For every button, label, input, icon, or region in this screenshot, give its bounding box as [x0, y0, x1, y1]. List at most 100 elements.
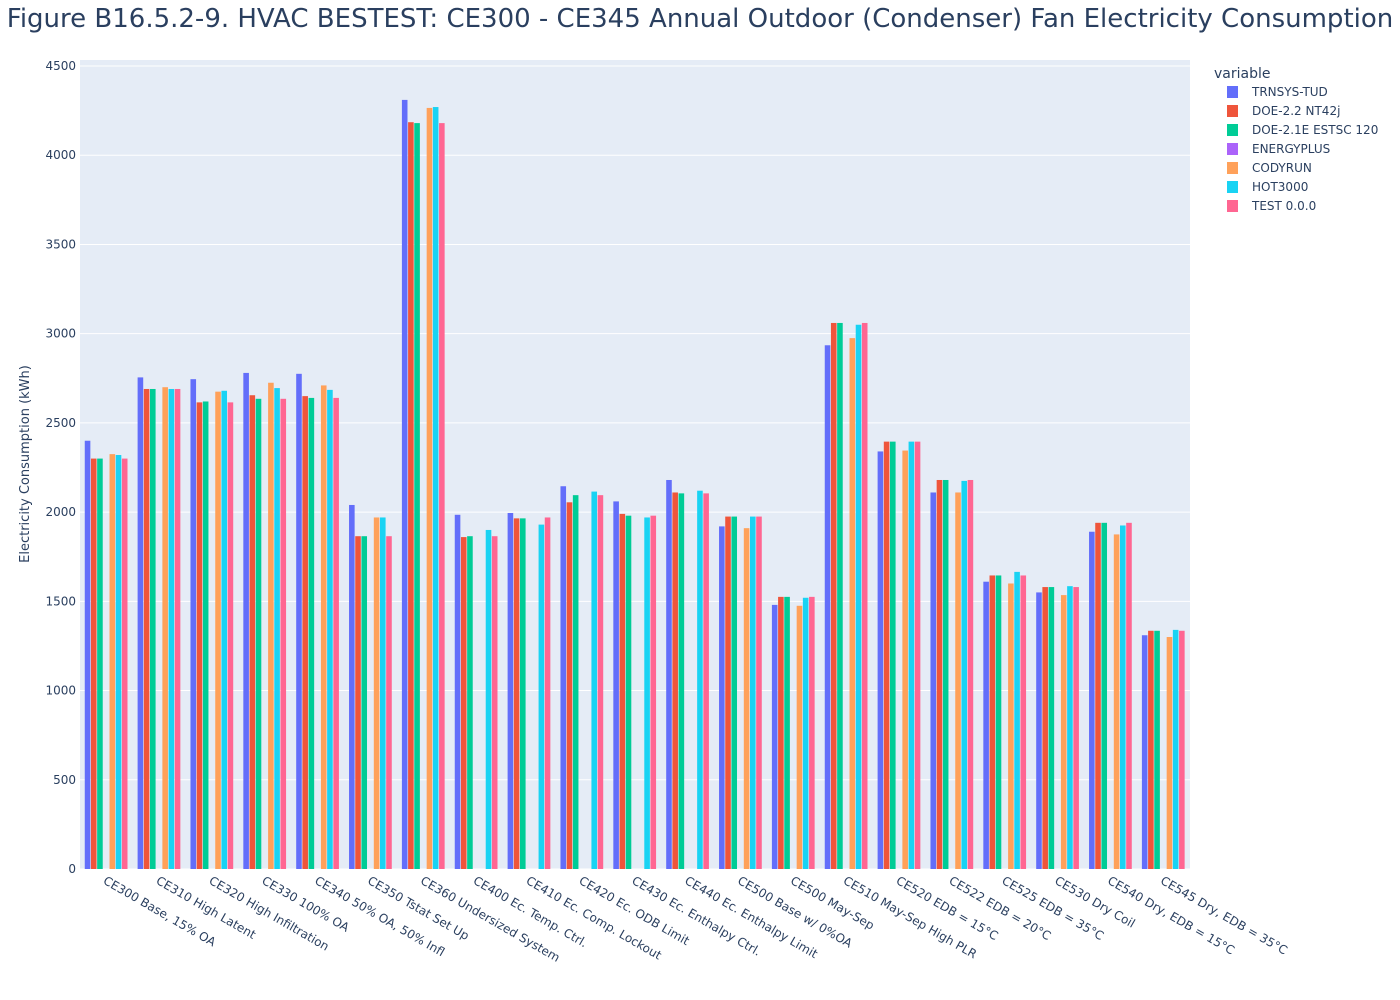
bar[interactable]: [955, 492, 961, 869]
legend-entry[interactable]: TRNSYS-TUD: [1251, 85, 1328, 99]
legend-swatch[interactable]: [1227, 124, 1238, 136]
bar[interactable]: [1172, 629, 1179, 869]
bar[interactable]: [308, 397, 315, 869]
bar[interactable]: [849, 338, 856, 869]
bar[interactable]: [162, 387, 168, 869]
bar[interactable]: [544, 517, 551, 869]
legend-swatch[interactable]: [1227, 86, 1238, 98]
bar[interactable]: [936, 479, 943, 869]
bar[interactable]: [255, 398, 262, 869]
bar[interactable]: [221, 390, 228, 869]
bar[interactable]: [566, 502, 573, 869]
legend-swatch[interactable]: [1227, 105, 1238, 117]
bar[interactable]: [1179, 630, 1185, 869]
bar[interactable]: [1166, 637, 1173, 869]
bar[interactable]: [84, 440, 91, 869]
bar[interactable]: [1148, 630, 1154, 869]
legend-entry[interactable]: CODYRUN: [1252, 161, 1312, 175]
bar[interactable]: [373, 517, 380, 869]
bar[interactable]: [967, 479, 974, 869]
bar[interactable]: [597, 495, 604, 869]
bar[interactable]: [491, 536, 498, 869]
bar[interactable]: [150, 388, 156, 869]
bar[interactable]: [756, 516, 762, 869]
legend-entry[interactable]: ENERGYPLUS: [1252, 142, 1330, 156]
bar[interactable]: [190, 379, 197, 869]
bar[interactable]: [771, 604, 778, 869]
legend-swatch[interactable]: [1227, 143, 1238, 155]
bar[interactable]: [143, 388, 150, 869]
bar[interactable]: [784, 596, 790, 869]
legend-swatch[interactable]: [1227, 200, 1238, 212]
bar[interactable]: [672, 492, 678, 869]
legend-entry[interactable]: HOT3000: [1252, 180, 1308, 194]
bar[interactable]: [796, 605, 803, 869]
bar[interactable]: [619, 513, 626, 869]
bar[interactable]: [1120, 525, 1126, 869]
bar[interactable]: [454, 514, 461, 869]
bar[interactable]: [861, 322, 868, 870]
bar[interactable]: [414, 123, 420, 870]
bar[interactable]: [883, 441, 890, 869]
bar[interactable]: [274, 388, 280, 869]
bar[interactable]: [513, 518, 520, 869]
bar[interactable]: [902, 450, 908, 869]
bar[interactable]: [778, 596, 784, 869]
bar[interactable]: [386, 536, 392, 869]
legend[interactable]: variable TRNSYS-TUD DOE-2.2 NT42j DOE-2.1E…: [1214, 66, 1378, 213]
bar[interactable]: [1042, 587, 1048, 869]
bar[interactable]: [802, 597, 809, 869]
bar[interactable]: [168, 388, 175, 869]
bar[interactable]: [1036, 592, 1042, 869]
bar[interactable]: [837, 322, 843, 870]
bar[interactable]: [644, 517, 650, 869]
legend-entry[interactable]: DOE-2.1E ESTSC 120: [1252, 123, 1378, 137]
bar[interactable]: [1067, 586, 1073, 869]
bar[interactable]: [1014, 571, 1020, 869]
bar[interactable]: [1101, 522, 1108, 869]
bar[interactable]: [1020, 575, 1027, 869]
bar[interactable]: [97, 458, 103, 869]
bar[interactable]: [572, 495, 579, 869]
bar[interactable]: [983, 581, 989, 869]
bar[interactable]: [137, 377, 144, 869]
bar[interactable]: [613, 501, 619, 869]
bar[interactable]: [877, 451, 884, 869]
bar[interactable]: [507, 513, 514, 869]
bar[interactable]: [349, 504, 355, 869]
bar[interactable]: [703, 493, 709, 869]
bar[interactable]: [591, 491, 598, 869]
bar[interactable]: [719, 526, 725, 869]
bar[interactable]: [174, 388, 181, 869]
bar[interactable]: [296, 373, 302, 869]
bar[interactable]: [1089, 531, 1095, 869]
bar[interactable]: [280, 398, 287, 869]
bar[interactable]: [243, 372, 249, 869]
bar[interactable]: [1048, 587, 1055, 869]
bar[interactable]: [327, 389, 333, 869]
bar[interactable]: [361, 536, 368, 869]
bar[interactable]: [989, 575, 996, 869]
bar[interactable]: [202, 401, 209, 869]
bar[interactable]: [725, 516, 731, 869]
bar[interactable]: [249, 395, 256, 869]
bar[interactable]: [1060, 595, 1067, 869]
bar[interactable]: [1095, 522, 1101, 869]
bar[interactable]: [697, 490, 703, 869]
bar[interactable]: [121, 458, 128, 869]
bar[interactable]: [302, 396, 308, 869]
bar[interactable]: [432, 107, 439, 870]
bar[interactable]: [830, 322, 837, 870]
bar[interactable]: [560, 486, 567, 869]
bar[interactable]: [678, 493, 685, 869]
bar[interactable]: [855, 324, 862, 869]
bar[interactable]: [809, 596, 815, 869]
bar[interactable]: [750, 516, 756, 869]
bar[interactable]: [1154, 630, 1160, 869]
bar[interactable]: [215, 391, 221, 869]
bar[interactable]: [460, 537, 467, 869]
bar[interactable]: [439, 123, 445, 870]
bar[interactable]: [227, 402, 234, 869]
bar[interactable]: [890, 441, 896, 869]
bar[interactable]: [995, 575, 1002, 869]
